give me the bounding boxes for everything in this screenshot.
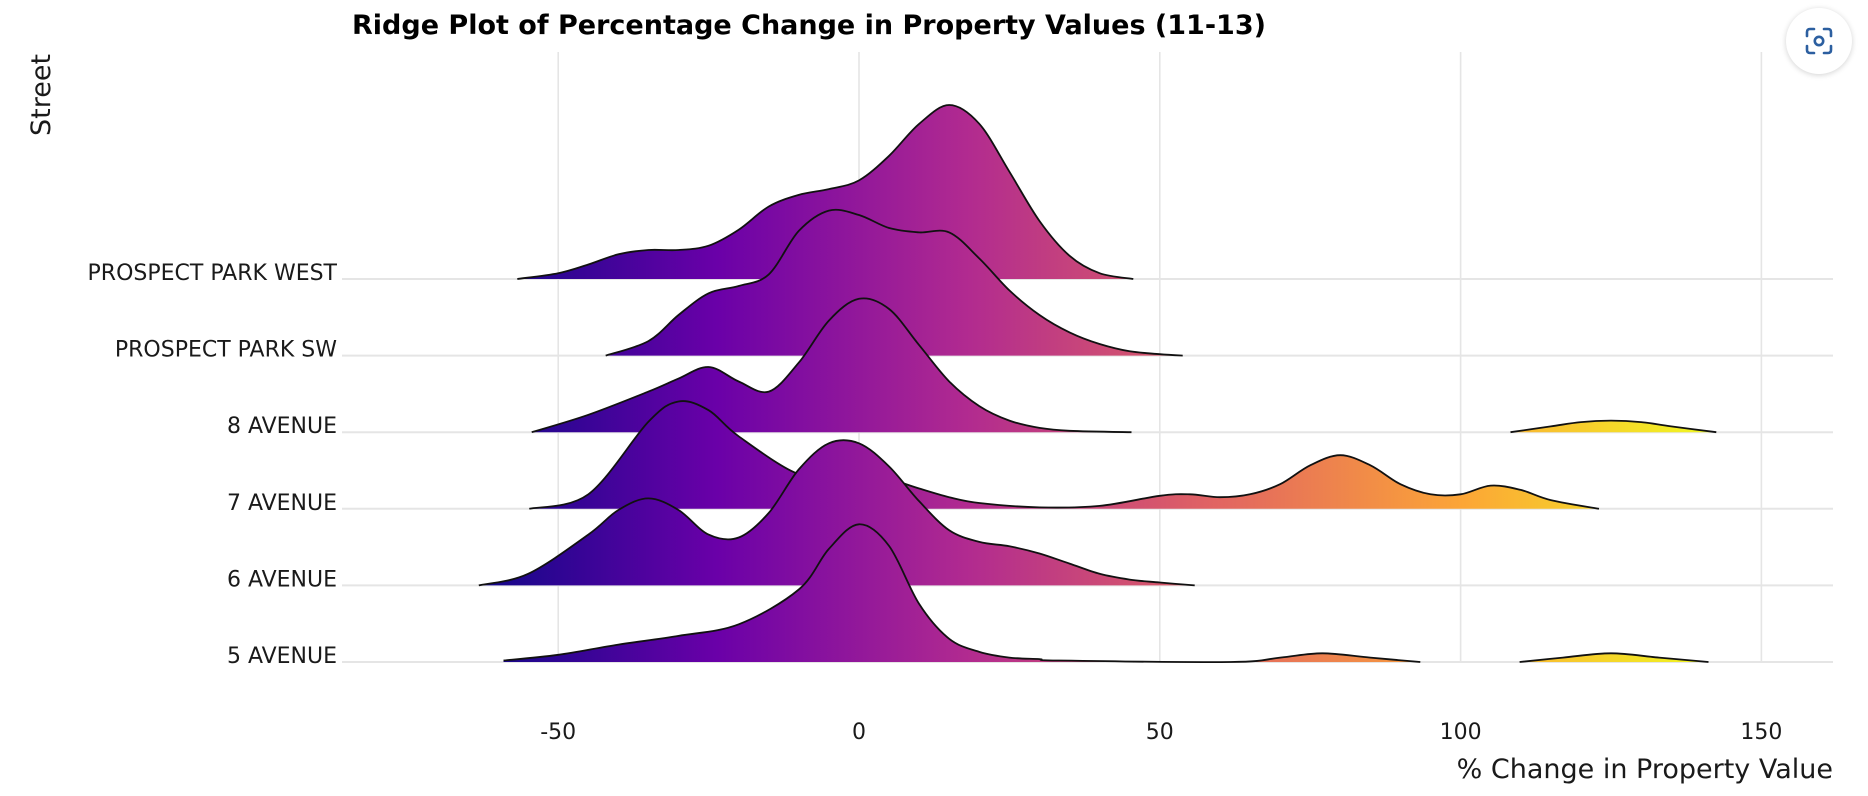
focus-scan-icon [1805, 27, 1833, 55]
ridge-5-avenue [503, 523, 1709, 664]
ridge-outline [1510, 419, 1717, 434]
ridge-fill [478, 440, 1195, 586]
ridge-fill [517, 105, 1134, 279]
ridge-outline [1519, 652, 1709, 663]
x-tick-label: 100 [1440, 720, 1482, 745]
x-tick-labels: -50 0 50 100 150 [540, 720, 1782, 745]
category-label: 5 AVENUE [227, 644, 337, 669]
ridge-8-avenue [531, 297, 1717, 434]
ridge-outline [605, 208, 1183, 357]
ridge-fill [605, 209, 1183, 356]
focus-scan-button[interactable] [1786, 8, 1852, 74]
ridge-7-avenue [529, 400, 1600, 510]
ridge-prospect-park-west [517, 104, 1134, 280]
ridge-fill [531, 298, 1132, 433]
ridge-outline [529, 400, 1600, 510]
chart-title: Ridge Plot of Percentage Change in Prope… [352, 10, 1266, 41]
x-tick-label: 0 [852, 720, 866, 745]
ridge-outline [478, 439, 1195, 587]
ridge-fill [1510, 420, 1717, 433]
x-tick-label: 50 [1146, 720, 1174, 745]
ridge-prospect-park-sw [605, 208, 1183, 357]
x-tick-label: -50 [540, 720, 576, 745]
ridge-fill [529, 401, 1599, 509]
x-axis-title: % Change in Property Value [1457, 754, 1833, 785]
ridge-fill [503, 524, 1421, 663]
category-label: 7 AVENUE [227, 491, 337, 516]
ridge-outline [531, 297, 1132, 434]
ridge-outline [503, 523, 1421, 664]
y-axis-title: Street [26, 54, 57, 136]
ridge-fill [1519, 653, 1709, 662]
category-label: PROSPECT PARK SW [115, 338, 337, 363]
ridge-baselines [342, 278, 1833, 663]
ridge-outline [517, 104, 1134, 280]
x-tick-label: 150 [1740, 720, 1782, 745]
category-label: 6 AVENUE [227, 567, 337, 592]
ridge-6-avenue [478, 439, 1195, 587]
category-label: PROSPECT PARK WEST [88, 261, 338, 286]
ridges [478, 104, 1717, 664]
category-label: 8 AVENUE [227, 414, 337, 439]
category-labels: 5 AVENUE 6 AVENUE 7 AVENUE 8 AVENUE PROSPECT… [88, 261, 338, 669]
